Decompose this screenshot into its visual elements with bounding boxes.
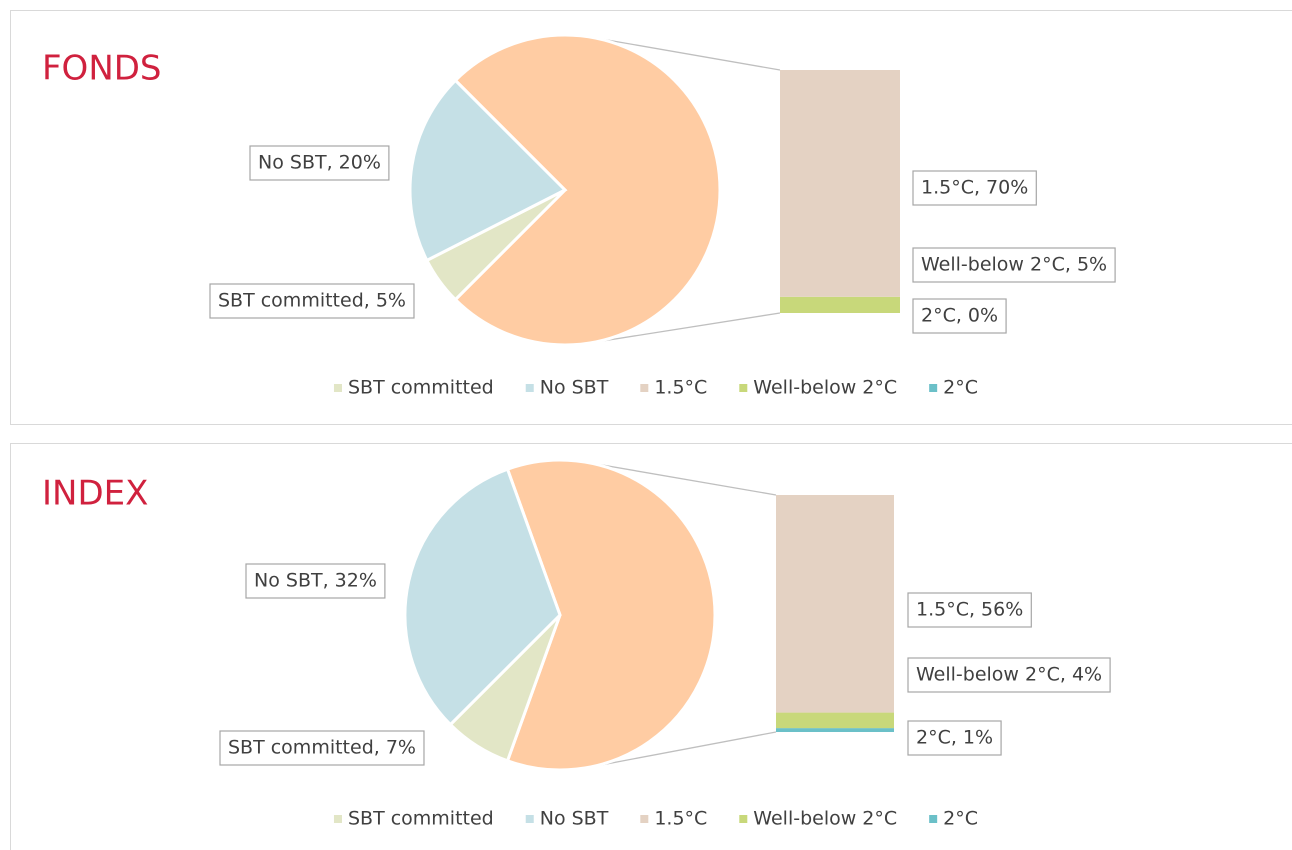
legend-label: 1.5°C [654,377,707,399]
data-label: 1.5°C, 56% [907,592,1032,628]
connector [586,461,777,496]
data-label: Well-below 2°C, 4% [907,657,1111,693]
legend-swatch [929,815,938,823]
legend-swatch [929,384,938,392]
label-box [907,657,1111,693]
label-text: Well-below 2°C, 5% [921,254,1107,276]
legend-label: 2°C [943,808,978,830]
legend-swatch [640,384,649,392]
legend-swatch [525,815,534,823]
label-text: 2°C, 0% [921,305,998,327]
legend-label: 1.5°C [654,808,707,830]
label-box [907,720,1002,756]
legend-swatch [739,384,748,392]
legend-swatch [333,815,342,823]
label-box [907,592,1032,628]
label-box [912,170,1037,206]
data-label: No SBT, 20% [249,145,390,181]
bar-segment [780,296,900,313]
legend-swatch [333,384,342,392]
connector [589,312,781,344]
connector [591,36,781,71]
legend-swatch [739,815,748,823]
legend-label: No SBT [540,377,609,399]
label-text: SBT committed, 7% [228,737,416,759]
pie-slice [408,78,568,263]
pie-slice [505,458,717,772]
data-label: 2°C, 0% [912,298,1007,334]
pie-slice [453,33,722,347]
legend: SBT committed No SBT 1.5°C Well-below 2°C 2°… [333,377,978,399]
data-label: SBT committed, 7% [219,730,425,766]
data-label: 1.5°C, 70% [912,170,1037,206]
bar-segment [780,70,900,297]
bar-segment [776,712,894,729]
chart-title: INDEX [42,474,148,514]
chart-title: FONDS [42,49,162,89]
pie-slice [403,467,562,727]
legend-label: Well-below 2°C [753,377,897,399]
connector [588,731,777,768]
legend-swatch [640,815,649,823]
legend-label: No SBT [540,808,609,830]
data-label: 2°C, 1% [907,720,1002,756]
label-text: 2°C, 1% [916,727,993,749]
legend-swatch [525,384,534,392]
bar-segment [776,495,894,713]
data-label: SBT committed, 5% [209,283,415,319]
data-label: Well-below 2°C, 5% [912,247,1116,283]
label-text: 1.5°C, 70% [921,177,1028,199]
legend-label: SBT committed [348,808,494,830]
label-box [249,145,390,181]
label-box [245,563,386,599]
legend: SBT committed No SBT 1.5°C Well-below 2°C 2°… [333,808,978,830]
label-text: No SBT, 20% [258,152,381,174]
label-text: 1.5°C, 56% [916,599,1023,621]
label-box [219,730,425,766]
label-text: Well-below 2°C, 4% [916,664,1102,686]
label-text: SBT committed, 5% [218,290,406,312]
legend-label: SBT committed [348,377,494,399]
legend-label: Well-below 2°C [753,808,897,830]
legend-label: 2°C [943,377,978,399]
label-box [912,247,1116,283]
bar-segment [776,728,894,732]
data-label: No SBT, 32% [245,563,386,599]
label-text: No SBT, 32% [254,570,377,592]
label-box [912,298,1007,334]
label-box [209,283,415,319]
